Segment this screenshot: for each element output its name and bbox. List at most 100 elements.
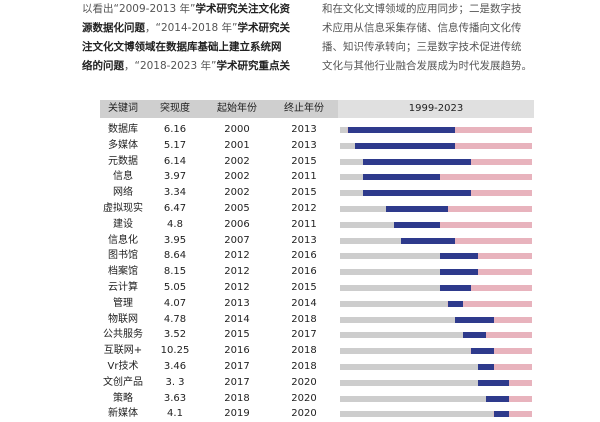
row-burst: 3.97 <box>163 171 187 183</box>
paragraph-left: 以看出“2009-2013 年”学术研究关注文化资源数据化问题，“2014-20… <box>82 0 310 76</box>
header-burst: 突现度 <box>146 100 204 118</box>
paragraph-right: 和在文化文博领域的应用同步；二是数字技术应用从信息采集存储、信息传播向文化传 播、… <box>322 0 562 76</box>
row-burst: 5.17 <box>163 139 187 151</box>
row-keyword: 文创产品 <box>103 376 143 388</box>
burst-period-bar <box>485 395 509 402</box>
row-start-year: 2006 <box>224 218 250 230</box>
row-burst: 6.47 <box>163 203 187 214</box>
row-end-year: 2017 <box>291 329 317 341</box>
text-run: ，“2014-2018 年” <box>145 22 238 34</box>
row-end-year: 2018 <box>291 313 317 325</box>
row-keyword: 公共服务 <box>103 329 143 341</box>
row-end-year: 2011 <box>291 171 317 183</box>
row-start-year: 2015 <box>224 329 250 341</box>
bold-text-run: 源数据化问题 <box>82 22 145 34</box>
burst-period-bar <box>478 379 509 386</box>
row-keyword: 物联网 <box>108 313 138 325</box>
row-start-year: 2012 <box>224 266 250 278</box>
bold-text-run: 学术研究重点关 <box>216 60 290 72</box>
row-end-year: 2013 <box>291 139 317 151</box>
text-line: 注文化文博领域在数据库基础上建立系统网 <box>82 38 310 57</box>
row-keyword: 新媒体 <box>108 408 138 420</box>
row-start-year: 2017 <box>224 376 250 388</box>
row-end-year: 2013 <box>291 124 317 135</box>
row-end-year: 2014 <box>291 297 317 309</box>
bold-text-run: 络的问题 <box>82 60 124 72</box>
row-start-year: 2016 <box>224 345 250 357</box>
burst-period-bar <box>363 158 471 165</box>
row-keyword: 图书馆 <box>108 250 138 262</box>
row-keyword: 数据库 <box>108 124 138 135</box>
burst-period-bar <box>439 284 471 291</box>
row-end-year: 2020 <box>291 376 317 388</box>
row-keyword: 建设 <box>113 218 133 230</box>
row-keyword: 虚拟现实 <box>103 203 143 214</box>
row-end-year: 2020 <box>291 408 317 420</box>
row-start-year: 2002 <box>224 171 250 183</box>
timeline-bar-background <box>340 253 532 260</box>
text-run: 以看出“2009-2013 年” <box>82 3 196 15</box>
row-keyword: 互联网+ <box>103 345 143 357</box>
row-burst: 10.25 <box>160 345 190 357</box>
row-end-year: 2016 <box>291 250 317 262</box>
row-burst: 4.78 <box>163 313 187 325</box>
bold-text-run: 学术研究关注文化资 <box>195 3 290 15</box>
row-keyword: 信息化 <box>108 234 138 246</box>
bold-text-run: 学术研究关 <box>237 22 290 34</box>
row-keyword: 信息 <box>113 171 133 183</box>
timeline-bar-background <box>340 332 532 339</box>
burst-period-bar <box>439 253 479 260</box>
row-end-year: 2013 <box>291 234 317 246</box>
row-start-year: 2013 <box>224 297 250 309</box>
row-keyword: 云计算 <box>108 282 138 293</box>
burst-period-bar <box>455 316 494 323</box>
row-start-year: 2000 <box>224 124 250 135</box>
row-start-year: 2017 <box>224 361 250 372</box>
burst-period-bar <box>401 237 456 244</box>
row-end-year: 2015 <box>291 155 317 167</box>
header-end-year: 终止年份 <box>270 100 338 118</box>
row-keyword: 网络 <box>113 187 133 199</box>
row-start-year: 2002 <box>224 155 250 167</box>
row-burst: 6.16 <box>163 124 187 135</box>
text-run: 术应用从信息采集存储、信息传播向文化传 <box>322 22 522 34</box>
row-end-year: 2015 <box>291 187 317 199</box>
bold-text-run: 注文化文博领域在数据库基础上建立系统网 <box>82 41 282 53</box>
row-keyword: Vr技术 <box>107 361 139 372</box>
timeline-bar-background <box>340 300 532 307</box>
row-keyword: 档案馆 <box>108 266 138 278</box>
timeline-bar-background <box>340 316 532 323</box>
timeline-bar-background <box>340 348 532 355</box>
row-keyword: 策略 <box>113 392 133 404</box>
row-end-year: 2018 <box>291 345 317 357</box>
row-start-year: 2014 <box>224 313 250 325</box>
row-start-year: 2012 <box>224 282 250 293</box>
text-line: 和在文化文博领域的应用同步；二是数字技 <box>322 0 562 19</box>
text-line: 术应用从信息采集存储、信息传播向文化传 <box>322 19 562 38</box>
timeline-bar-background <box>340 284 532 291</box>
burst-period-bar <box>470 348 494 355</box>
row-start-year: 2002 <box>224 187 250 199</box>
text-run: 播、知识传承转向；三是数字技术促进传统 <box>322 41 522 53</box>
keyword-burst-table: 关键词 突现度 起始年份 终止年份 1999-2023 数据库 6.16 2000 2… <box>0 100 600 419</box>
header-keyword: 关键词 <box>100 100 146 118</box>
timeline-bar-background <box>340 379 532 386</box>
text-line: 播、知识传承转向；三是数字技术促进传统 <box>322 38 562 57</box>
burst-period-bar <box>393 221 440 228</box>
row-end-year: 2011 <box>291 218 317 230</box>
text-line: 源数据化问题，“2014-2018 年”学术研究关 <box>82 19 310 38</box>
burst-period-bar <box>355 142 456 149</box>
row-burst: 3. 3 <box>165 376 185 388</box>
row-start-year: 2007 <box>224 234 250 246</box>
row-start-year: 2001 <box>224 139 250 151</box>
row-burst: 8.15 <box>163 266 187 278</box>
row-end-year: 2015 <box>291 282 317 293</box>
row-start-year: 2012 <box>224 250 250 262</box>
row-burst: 3.46 <box>163 361 187 372</box>
row-burst: 3.52 <box>163 329 187 341</box>
burst-period-bar <box>439 269 479 276</box>
header-start-year: 起始年份 <box>204 100 270 118</box>
row-burst: 4.07 <box>163 297 187 309</box>
row-keyword: 多媒体 <box>108 139 138 151</box>
row-burst: 3.34 <box>163 187 187 199</box>
